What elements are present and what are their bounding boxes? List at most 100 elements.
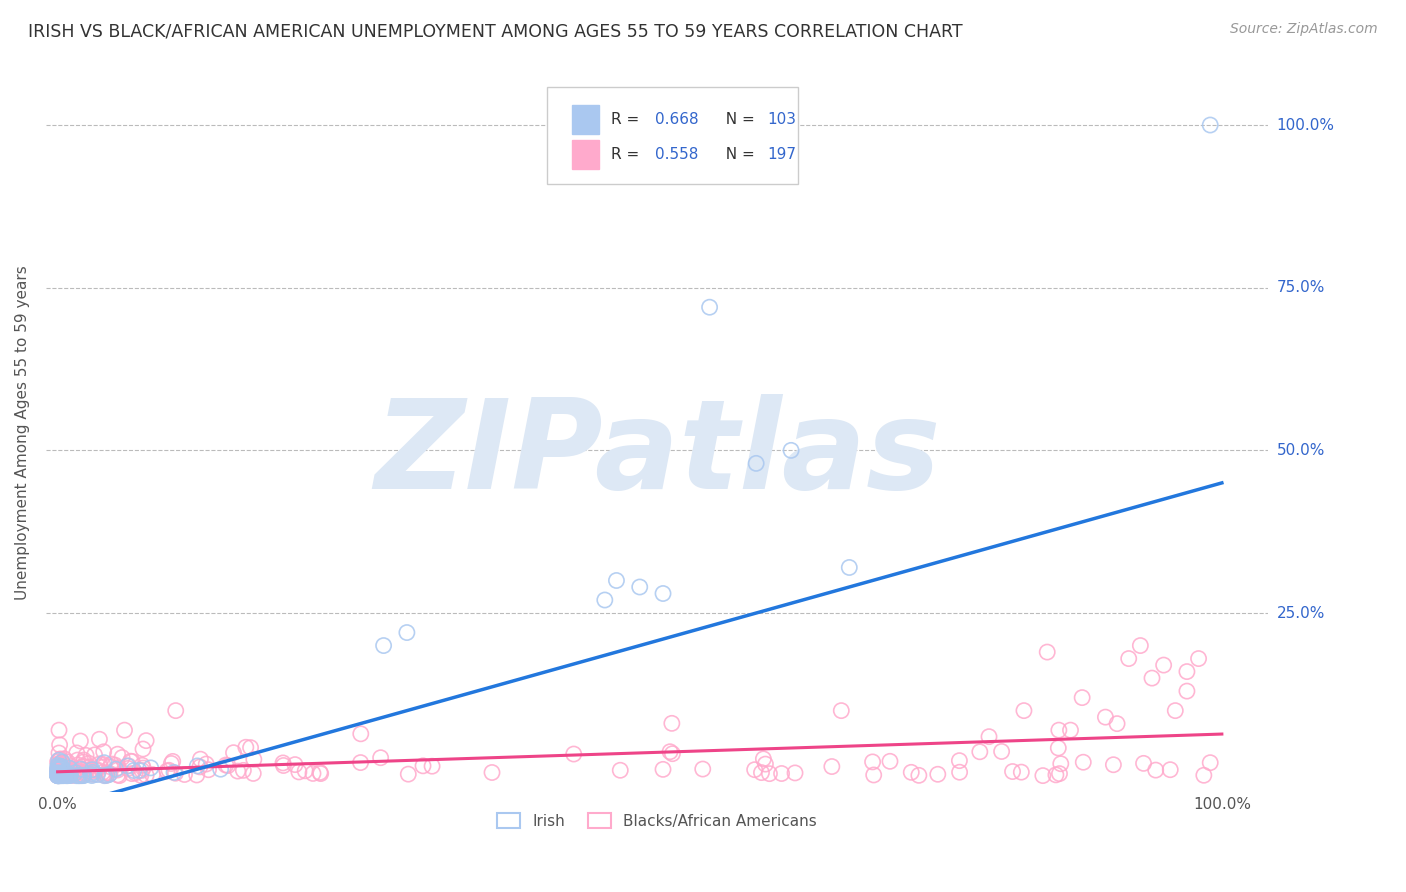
Point	[350, 727, 373, 741]
Point	[396, 767, 419, 781]
Point	[51, 755, 73, 769]
Point	[1010, 765, 1032, 780]
Point	[135, 768, 157, 782]
Point	[1032, 769, 1054, 783]
Point	[1118, 651, 1140, 665]
Point	[46, 767, 69, 781]
Point	[56, 769, 79, 783]
Point	[48, 756, 70, 771]
Point	[46, 763, 69, 777]
Point	[652, 586, 675, 600]
Point	[51, 768, 73, 782]
Point	[56, 769, 79, 783]
Point	[48, 768, 70, 782]
Point	[226, 764, 249, 778]
Point	[232, 764, 254, 778]
Point	[948, 754, 970, 768]
Point	[1199, 118, 1222, 132]
Point	[79, 760, 101, 774]
Point	[46, 765, 69, 780]
Text: 0.668: 0.668	[655, 112, 699, 128]
Point	[1094, 710, 1116, 724]
Point	[349, 756, 371, 770]
Point	[107, 763, 129, 777]
Point	[49, 769, 72, 783]
Point	[121, 766, 143, 780]
Point	[165, 704, 187, 718]
Point	[82, 765, 104, 780]
Point	[46, 758, 69, 772]
Point	[69, 769, 91, 783]
Point	[75, 766, 97, 780]
Y-axis label: Unemployment Among Ages 55 to 59 years: Unemployment Among Ages 55 to 59 years	[15, 265, 30, 599]
Point	[62, 768, 84, 782]
Point	[65, 767, 87, 781]
Point	[53, 761, 76, 775]
Point	[98, 766, 121, 780]
Point	[59, 768, 82, 782]
Point	[1047, 723, 1070, 738]
Point	[48, 723, 70, 738]
Point	[562, 747, 585, 761]
Point	[46, 769, 69, 783]
Point	[122, 764, 145, 778]
Point	[969, 745, 991, 759]
Point	[52, 760, 75, 774]
Point	[132, 761, 155, 775]
Point	[129, 768, 152, 782]
Point	[48, 768, 70, 782]
Point	[420, 759, 443, 773]
Point	[117, 759, 139, 773]
Point	[156, 764, 179, 778]
Point	[46, 767, 69, 781]
Text: IRISH VS BLACK/AFRICAN AMERICAN UNEMPLOYMENT AMONG AGES 55 TO 59 YEARS CORRELATI: IRISH VS BLACK/AFRICAN AMERICAN UNEMPLOY…	[28, 22, 963, 40]
Point	[370, 750, 392, 764]
Point	[72, 759, 94, 773]
Point	[49, 753, 72, 767]
Point	[59, 768, 82, 782]
Point	[744, 763, 766, 777]
Point	[48, 766, 70, 780]
Point	[46, 766, 69, 780]
Point	[65, 769, 87, 783]
Point	[48, 764, 70, 778]
Point	[53, 768, 76, 782]
Point	[770, 766, 793, 780]
Text: R =: R =	[610, 146, 644, 161]
Point	[53, 768, 76, 782]
Point	[609, 764, 631, 778]
Point	[51, 759, 73, 773]
Point	[412, 759, 434, 773]
Point	[53, 769, 76, 783]
Point	[48, 738, 70, 752]
Point	[1140, 671, 1163, 685]
Point	[186, 759, 208, 773]
Point	[163, 765, 186, 780]
Point	[56, 768, 79, 782]
Point	[1049, 766, 1071, 780]
Point	[908, 768, 931, 782]
Point	[46, 765, 69, 780]
FancyBboxPatch shape	[572, 140, 599, 169]
Point	[46, 769, 69, 783]
Point	[752, 752, 775, 766]
Point	[58, 761, 80, 775]
Point	[190, 752, 212, 766]
Point	[49, 768, 72, 782]
Point	[661, 747, 683, 761]
Point	[173, 767, 195, 781]
Point	[51, 765, 73, 780]
Point	[55, 764, 77, 779]
Point	[69, 734, 91, 748]
Point	[309, 765, 332, 780]
Point	[96, 765, 118, 780]
Point	[48, 768, 70, 782]
Point	[108, 769, 131, 783]
Point	[79, 764, 101, 778]
Point	[67, 757, 90, 772]
Point	[66, 753, 89, 767]
Point	[141, 767, 163, 781]
Point	[79, 764, 101, 779]
Text: N =: N =	[716, 146, 759, 161]
Point	[83, 767, 105, 781]
